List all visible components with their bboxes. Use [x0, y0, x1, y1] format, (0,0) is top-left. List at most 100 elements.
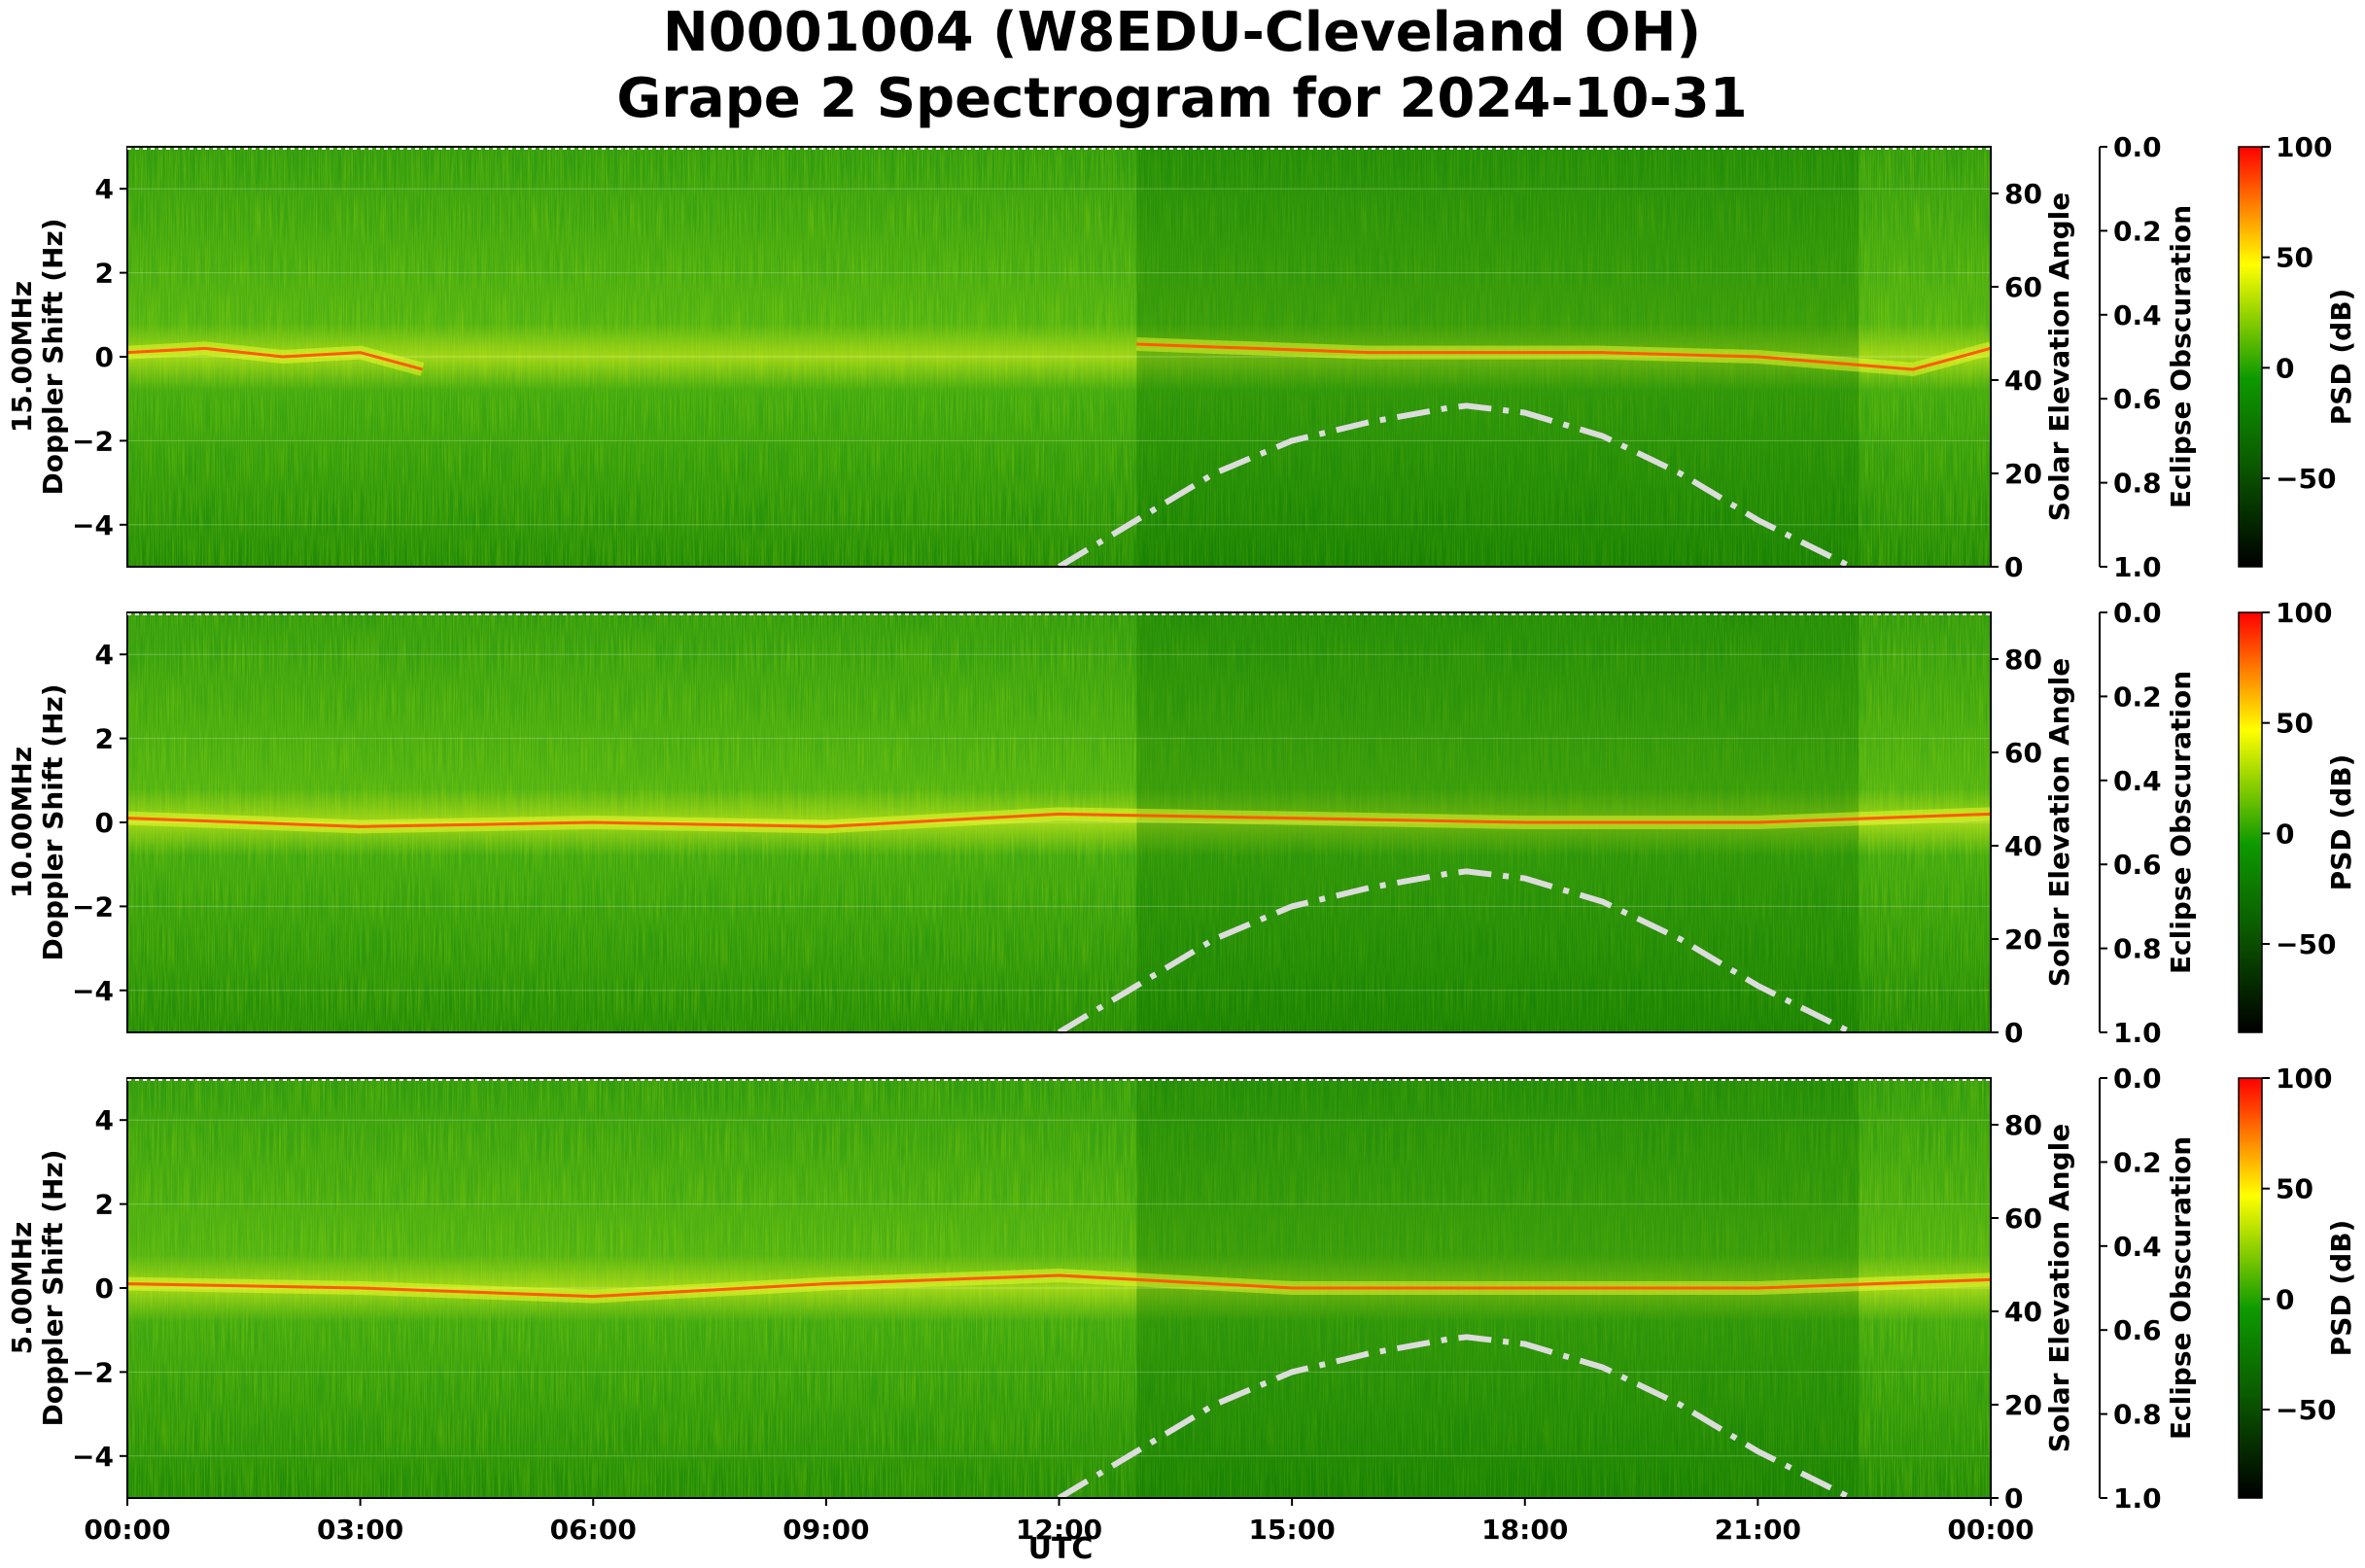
carrier-trace [126, 812, 1992, 828]
colorbar-tick-label: −50 [2276, 1394, 2336, 1426]
right-tick-label: 60 [2004, 737, 2042, 769]
eclipse-tick-label: 0.0 [2113, 597, 2162, 629]
colorbar-tick-label: 50 [2276, 242, 2313, 274]
colorbar-tick-label: 0 [2276, 1283, 2294, 1315]
left-tick-label: −2 [72, 1356, 114, 1388]
eclipse-tick-label: 0.0 [2113, 1063, 2162, 1095]
panel-10.00MHz: 420−2−410.00MHz Doppler Shift (Hz)8060402… [6, 597, 2357, 1049]
frequency-label: 10.00MHz [6, 747, 38, 898]
left-tick-label: −2 [72, 890, 114, 923]
carrier-trace-late [1136, 342, 1992, 371]
left-tick-label: 0 [95, 807, 114, 839]
left-tick-label: −4 [72, 975, 114, 1007]
x-tick-label: 00:00 [84, 1514, 170, 1546]
x-tick-label: 15:00 [1249, 1514, 1336, 1546]
right-tick-label: 40 [2004, 1296, 2042, 1328]
figure-title-line2: Grape 2 Spectrogram for 2024-10-31 [616, 67, 1747, 130]
right-tick-label: 0 [2004, 1482, 2023, 1515]
right-tick-label: 0 [2004, 1017, 2023, 1049]
colorbar-tick-label: 0 [2276, 352, 2294, 384]
right-axis-label: Solar Elevation Angle [2043, 192, 2075, 521]
left-tick-label: 0 [95, 341, 114, 373]
right-tick-label: 20 [2004, 458, 2042, 490]
left-tick-label: 4 [95, 1104, 114, 1136]
x-tick-label: 18:00 [1481, 1514, 1568, 1546]
x-tick-label: 00:00 [1947, 1514, 2034, 1546]
right-tick-label: 80 [2004, 1109, 2042, 1141]
carrier-trace [126, 1273, 1992, 1299]
eclipse-tick-label: 1.0 [2113, 1017, 2162, 1049]
colorbar [2238, 1077, 2263, 1499]
right-axis-label: Solar Elevation Angle [2043, 658, 2075, 987]
panel-5.00MHz: 420−2−45.00MHz Doppler Shift (Hz)80604020… [6, 1063, 2357, 1515]
left-axis-label: Doppler Shift (Hz) [37, 1149, 69, 1426]
eclipse-tick-label: 1.0 [2113, 1482, 2162, 1515]
colorbar-label: PSD (dB) [2325, 754, 2357, 891]
eclipse-axis-label: Eclipse Obscuration [2165, 1136, 2197, 1440]
colorbar [2238, 146, 2263, 568]
colorbar-label: PSD (dB) [2325, 289, 2357, 426]
colorbar-label: PSD (dB) [2325, 1220, 2357, 1357]
eclipse-tick-label: 0.8 [2113, 468, 2162, 500]
right-tick-label: 20 [2004, 923, 2042, 956]
right-tick-label: 60 [2004, 271, 2042, 303]
left-tick-label: −2 [72, 425, 114, 457]
panel-15.00MHz: 420−2−415.00MHz Doppler Shift (Hz)8060402… [6, 131, 2357, 583]
right-tick-label: 80 [2004, 644, 2042, 676]
x-tick-label: 12:00 [1016, 1514, 1102, 1546]
eclipse-tick-label: 0.6 [2113, 383, 2162, 415]
right-tick-label: 20 [2004, 1389, 2042, 1421]
panels: 420−2−415.00MHz Doppler Shift (Hz)8060402… [6, 131, 2357, 1515]
solar-elevation-curve [1057, 402, 1853, 570]
eclipse-tick-label: 0.2 [2113, 1146, 2162, 1178]
right-tick-label: 60 [2004, 1202, 2042, 1235]
colorbar-tick-label: 100 [2276, 1063, 2332, 1095]
eclipse-tick-label: 0.2 [2113, 215, 2162, 247]
right-tick-label: 40 [2004, 365, 2042, 397]
colorbar-tick-label: 50 [2276, 708, 2313, 740]
eclipse-tick-label: 0.8 [2113, 1399, 2162, 1431]
colorbar-tick-label: 100 [2276, 597, 2332, 629]
colorbar-tick-label: −50 [2276, 463, 2336, 495]
spectrogram-texture [127, 147, 1991, 567]
left-tick-label: 4 [95, 173, 114, 205]
left-axis-label: Doppler Shift (Hz) [37, 683, 69, 960]
solar-elevation-curve [1057, 868, 1853, 1035]
left-tick-label: 2 [95, 723, 114, 755]
eclipse-tick-label: 0.2 [2113, 680, 2162, 713]
eclipse-tick-label: 0.0 [2113, 131, 2162, 163]
eclipse-tick-label: 0.6 [2113, 1314, 2162, 1346]
right-tick-label: 80 [2004, 178, 2042, 210]
carrier-trace [126, 346, 423, 371]
x-axis-label: UTC [1028, 1532, 1094, 1566]
left-tick-label: 4 [95, 639, 114, 671]
colorbar [2238, 611, 2263, 1033]
colorbar-tick-label: 50 [2276, 1173, 2313, 1205]
colorbar-tick-label: 0 [2276, 818, 2294, 850]
eclipse-axis-label: Eclipse Obscuration [2165, 671, 2197, 974]
left-tick-label: 2 [95, 258, 114, 290]
solar-elevation-curve [1057, 1334, 1853, 1501]
eclipse-tick-label: 0.4 [2113, 299, 2162, 331]
x-tick-label: 03:00 [317, 1514, 403, 1546]
eclipse-tick-label: 0.6 [2113, 849, 2162, 881]
right-tick-label: 40 [2004, 830, 2042, 862]
right-axis-label: Solar Elevation Angle [2043, 1124, 2075, 1452]
frequency-label: 15.00MHz [6, 281, 38, 433]
right-tick-label: 0 [2004, 551, 2023, 583]
colorbar-tick-label: 100 [2276, 131, 2332, 163]
colorbar-tick-label: −50 [2276, 928, 2336, 960]
x-axis: 00:00 03:00 06:00 09:00 12:00 15:00 18:00 21:00… [84, 1498, 2035, 1546]
x-tick-label: 21:00 [1715, 1514, 1801, 1546]
eclipse-axis-label: Eclipse Obscuration [2165, 205, 2197, 508]
x-tick-label: 09:00 [783, 1514, 869, 1546]
left-axis-label: Doppler Shift (Hz) [37, 218, 69, 495]
eclipse-tick-label: 1.0 [2113, 551, 2162, 583]
x-tick-label: 06:00 [550, 1514, 637, 1546]
eclipse-tick-label: 0.8 [2113, 933, 2162, 965]
figure-title-line1: N0001004 (W8EDU-Cleveland OH) [663, 1, 1701, 64]
left-tick-label: −4 [72, 509, 114, 541]
left-tick-label: 0 [95, 1272, 114, 1305]
left-tick-label: −4 [72, 1441, 114, 1473]
